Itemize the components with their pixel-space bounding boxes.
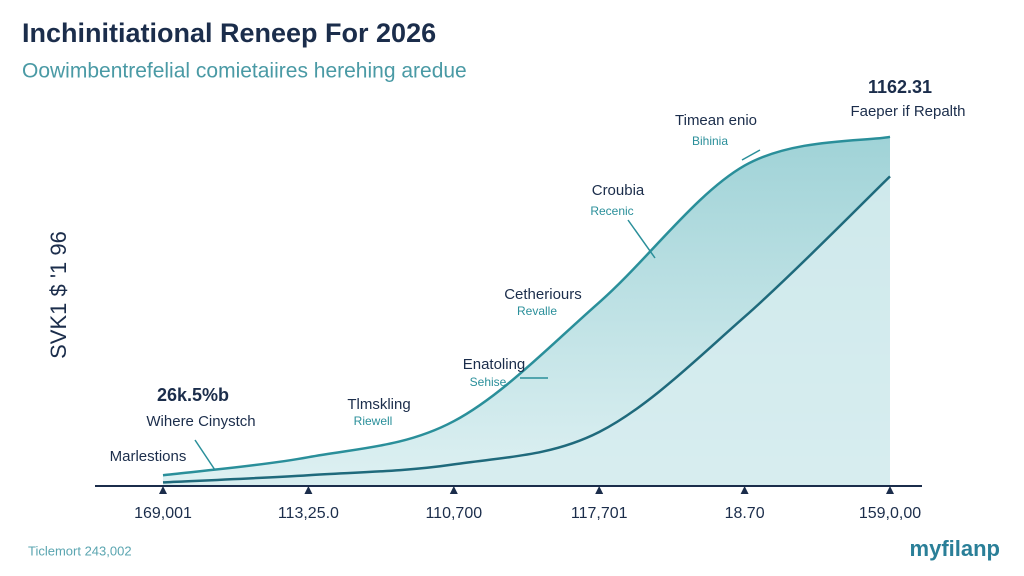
annotation-sublabel: Bihinia: [692, 134, 728, 148]
annotation-label: 26k.5%b: [157, 385, 229, 405]
annotation-label: Marlestions: [110, 448, 187, 465]
footer-note: Ticlemort 243,002: [28, 543, 132, 558]
x-tick-label: 169,001: [134, 505, 192, 522]
x-tick-label: 110,700: [425, 505, 482, 522]
series-line: [162, 175, 891, 484]
annotation-label: Cetheriours: [504, 286, 582, 303]
x-tick-label: 117,701: [571, 505, 628, 522]
x-tick-marker: [595, 486, 604, 494]
annotation-label: Timean enio: [675, 112, 757, 129]
x-tick-marker: [886, 486, 894, 494]
y-axis-label: SVK1 $ '1 96: [46, 231, 71, 359]
annotation-label: Tlmskling: [347, 396, 410, 413]
annotation-sublabel: Revalle: [517, 304, 557, 318]
x-tick-label: 113,25.0: [278, 505, 339, 522]
annotation-sublabel: Wihere Cinystch: [146, 413, 255, 430]
annotation-label: 1162.31: [868, 77, 932, 97]
plot-area: [162, 135, 891, 487]
series-line: [162, 135, 891, 477]
x-tick-marker: [304, 486, 313, 494]
x-tick-marker: [159, 486, 167, 494]
x-tick-label: 159,0,00: [859, 505, 921, 522]
annotation-label: Croubia: [592, 182, 645, 199]
chart-subtitle: Oowimbentrefelial comietaiires herehing …: [22, 60, 467, 83]
x-tick-marker: [449, 486, 458, 494]
area-fill: [163, 176, 890, 486]
brand-logo: myfilanp: [910, 536, 1000, 561]
annotation-sublabel: Riewell: [354, 414, 393, 428]
pointer: [194, 439, 216, 471]
annotation-sublabel: Recenic: [590, 204, 633, 218]
chart-title: Inchinitiational Reneep For 2026: [22, 18, 436, 48]
annotation-pointers: [194, 149, 761, 471]
pointer: [741, 149, 761, 161]
x-tick-label: 18.70: [725, 505, 765, 522]
x-tick-marker: [740, 486, 749, 494]
pointer: [627, 219, 656, 259]
annotation-label: Enatoling: [463, 356, 526, 373]
annotation-sublabel: Faeper if Repalth: [850, 103, 965, 120]
annotation-sublabel: Sehise: [470, 375, 507, 389]
